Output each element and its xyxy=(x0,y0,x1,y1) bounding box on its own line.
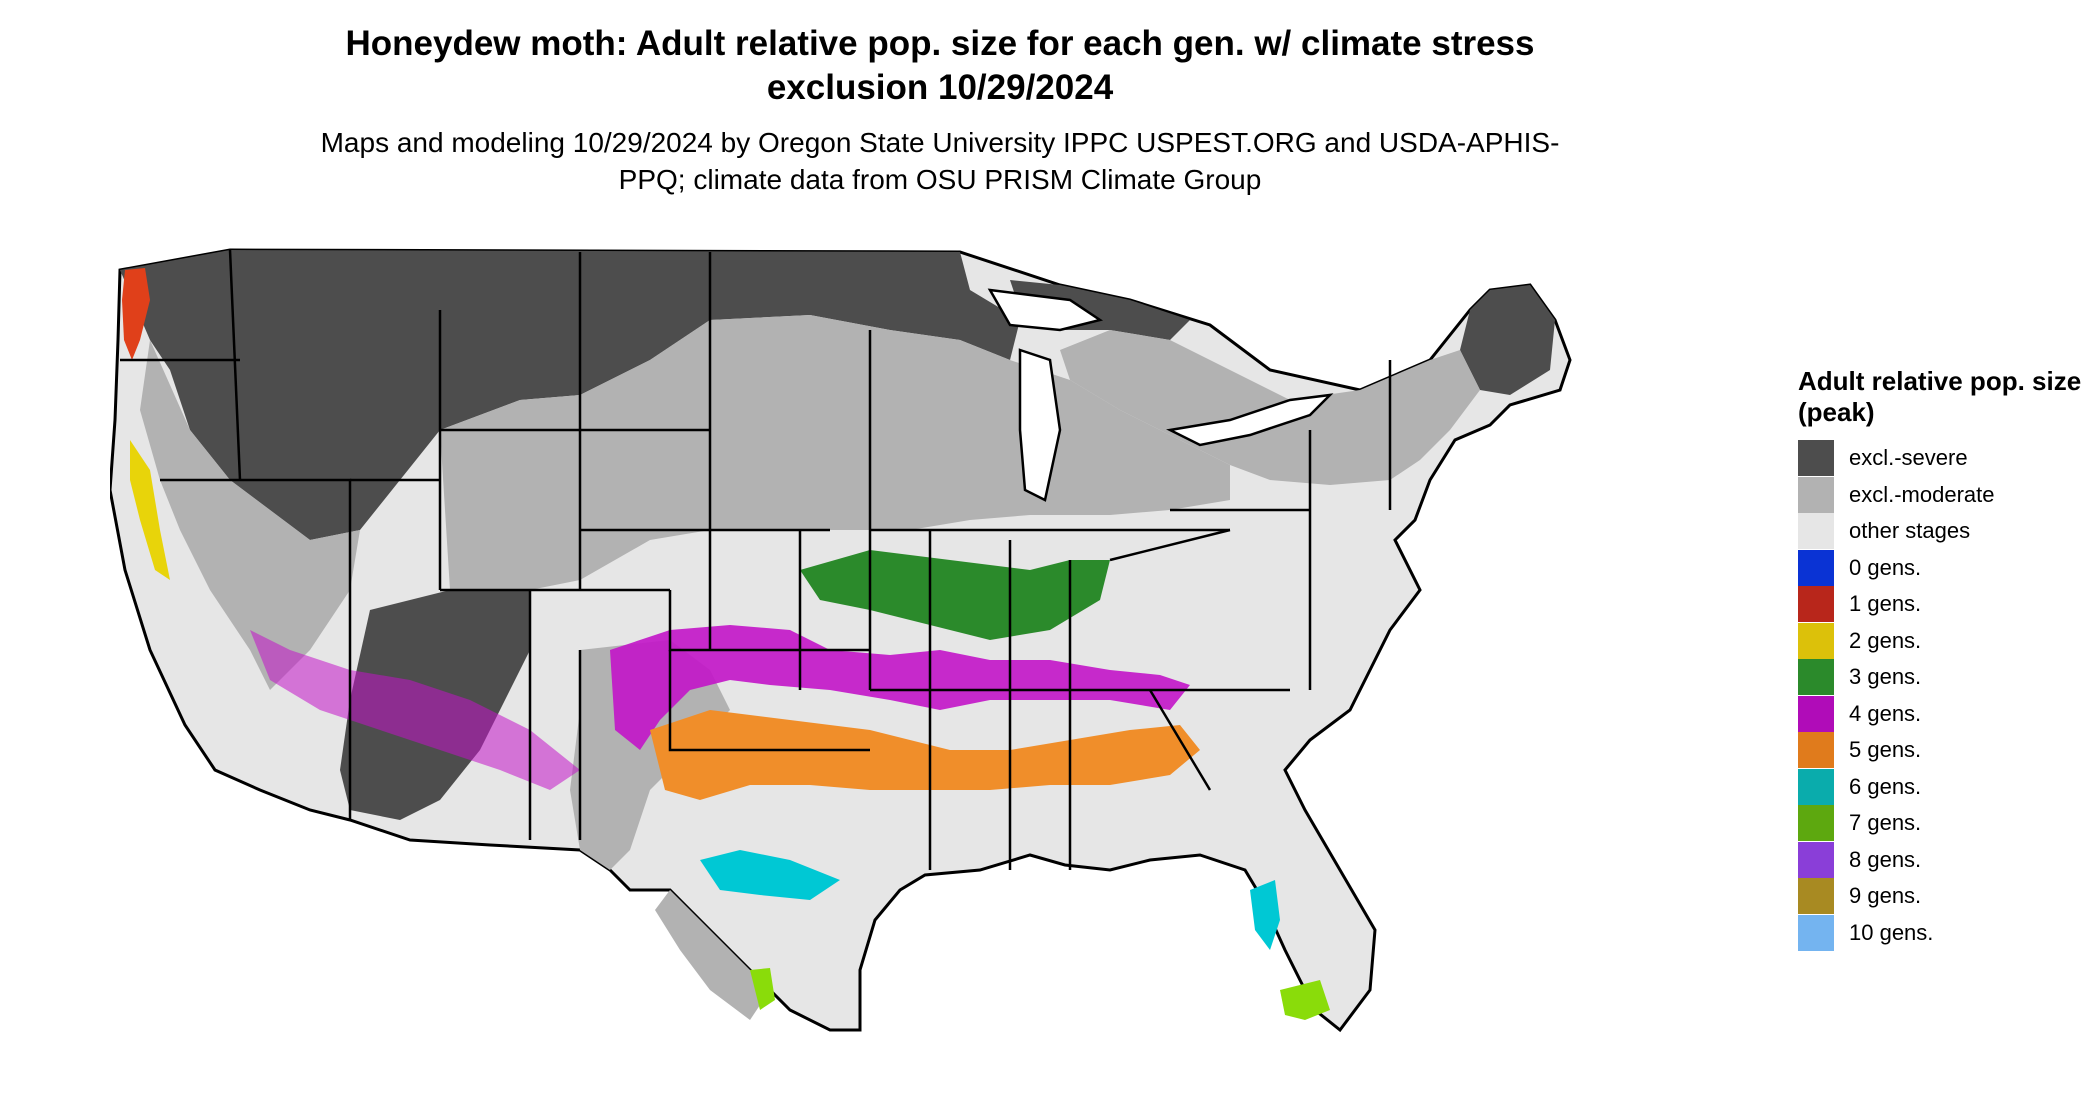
legend-item: 2 gens. xyxy=(1798,622,2088,660)
legend-swatch xyxy=(1798,476,1834,513)
lake-michigan xyxy=(1018,348,1062,502)
map-subtitle: Maps and modeling 10/29/2024 by Oregon S… xyxy=(320,127,1560,195)
legend-item: 7 gens. xyxy=(1798,805,2088,842)
excl-severe-zone-north xyxy=(120,250,1020,540)
legend-item: 1 gens. xyxy=(1798,586,2088,623)
legend-item: other stages xyxy=(1798,513,2088,550)
legend-swatch xyxy=(1798,732,1834,769)
legend-label: excl.-moderate xyxy=(1849,481,1995,507)
legend-swatch xyxy=(1798,695,1834,732)
gen6-zone-gulf xyxy=(700,850,840,900)
legend-label: 1 gens. xyxy=(1849,591,1922,617)
gen6-zone-florida xyxy=(1250,880,1280,950)
gen7-zone-texas xyxy=(750,968,775,1010)
legend-title: Adult relative pop. size (peak) xyxy=(1798,366,2082,427)
legend-swatch xyxy=(1798,914,1834,951)
legend-label: 6 gens. xyxy=(1849,773,1922,799)
legend-swatch xyxy=(1798,878,1834,915)
legend-swatch xyxy=(1798,440,1834,477)
legend-label: 3 gens. xyxy=(1849,664,1922,690)
gen5-zone-band xyxy=(650,710,1200,800)
gen4-zone-southwest xyxy=(250,630,580,790)
excl-moderate-zone-west xyxy=(140,340,360,690)
legend-item: excl.-severe xyxy=(1798,440,2088,477)
legend-item: 9 gens. xyxy=(1798,878,2088,915)
gen3-zone-ohio-valley xyxy=(800,550,1110,640)
legend-swatch xyxy=(1798,659,1834,696)
legend-item: 5 gens. xyxy=(1798,732,2088,769)
legend-items: excl.-severe excl.-moderate other stages 0 … xyxy=(1798,440,2088,951)
legend-label: 10 gens. xyxy=(1849,919,1934,945)
excl-severe-zone-northeast xyxy=(1460,285,1555,395)
legend-item: 10 gens. xyxy=(1798,914,2088,952)
lake-erie-ontario xyxy=(1166,393,1334,447)
legend-swatch xyxy=(1798,805,1834,842)
legend-swatch xyxy=(1798,622,1834,659)
legend-label: excl.-severe xyxy=(1849,445,1968,471)
gen7-zone-florida xyxy=(1280,980,1330,1020)
legend-label: 5 gens. xyxy=(1849,737,1922,763)
legend-swatch xyxy=(1798,513,1834,550)
legend-label: 8 gens. xyxy=(1849,846,1922,872)
gen1-zone-pnw xyxy=(122,268,150,360)
gen2-zone-california xyxy=(130,440,170,580)
legend-item: 8 gens. xyxy=(1798,841,2088,879)
gen4-zone-band xyxy=(610,625,1190,750)
state-boundaries xyxy=(120,249,1392,870)
legend-item: 6 gens. xyxy=(1798,768,2088,806)
legend-label: 0 gens. xyxy=(1849,554,1922,580)
us-generations-map xyxy=(110,248,1572,1033)
legend-label: 2 gens. xyxy=(1849,627,1922,653)
excl-moderate-zone-texas xyxy=(570,640,730,870)
legend-item: 0 gens. xyxy=(1798,549,2088,587)
legend-swatch xyxy=(1798,841,1834,878)
legend-swatch xyxy=(1798,586,1834,623)
legend-item: excl.-moderate xyxy=(1798,476,2088,514)
legend: Adult relative pop. size (peak) excl.-se… xyxy=(1798,366,2088,951)
legend-label: 4 gens. xyxy=(1849,700,1922,726)
legend-item: 4 gens. xyxy=(1798,695,2088,733)
legend-label: 7 gens. xyxy=(1849,810,1922,836)
map-title: Honeydew moth: Adult relative pop. size … xyxy=(345,24,1535,107)
legend-label: other stages xyxy=(1849,518,1971,544)
legend-label: 9 gens. xyxy=(1849,883,1922,909)
legend-item: 3 gens. xyxy=(1798,659,2088,696)
excl-moderate-zone-south-texas xyxy=(655,890,770,1020)
lake-superior xyxy=(987,288,1104,332)
legend-swatch xyxy=(1798,549,1834,586)
legend-swatch xyxy=(1798,768,1834,805)
